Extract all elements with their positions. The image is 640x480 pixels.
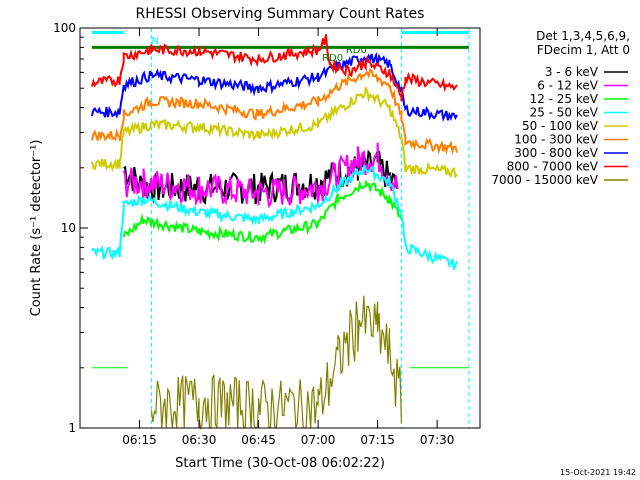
y-tick-label-0: 1 xyxy=(68,421,76,435)
series-line-2 xyxy=(122,142,399,209)
annotation-0: N xyxy=(151,36,158,47)
series-line-3 xyxy=(122,179,403,245)
series-line-5 xyxy=(90,87,458,179)
legend-label-4: 25 - 50 keV xyxy=(530,106,599,120)
x-tick-label-4: 07:15 xyxy=(360,433,395,447)
legend-label-9: 7000 - 15000 keV xyxy=(491,173,598,187)
legend-header-line-1: Det 1,3,4,5,6,9, xyxy=(536,29,630,43)
series-line-4 xyxy=(91,164,458,270)
y-tick-label-2: 100 xyxy=(53,21,76,35)
x-tick-label-2: 06:45 xyxy=(241,433,276,447)
series-line-8 xyxy=(90,34,458,102)
legend-label-6: 100 - 300 keV xyxy=(514,133,598,147)
annotation-2: RD0 xyxy=(322,53,343,64)
x-tick-label-1: 06:30 xyxy=(182,433,217,447)
chart-title: RHESSI Observing Summary Count Rates xyxy=(136,6,425,22)
legend-label-7: 300 - 800 keV xyxy=(514,146,598,160)
series-line-7 xyxy=(90,51,458,122)
y-tick-label-1: 10 xyxy=(61,221,76,235)
x-tick-label-5: 07:30 xyxy=(420,433,455,447)
x-axis-label: Start Time (30-Oct-08 06:02:22) xyxy=(175,456,385,471)
legend-header-line-2: FDecim 1, Att 0 xyxy=(537,43,630,57)
axis-ticks: 06:15 06:30 06:45 07:00 07:15 07:30 1 10 100 xyxy=(53,21,454,447)
series-line-6 xyxy=(90,67,458,156)
series-line-9 xyxy=(150,295,402,431)
legend-label-8: 800 - 7000 keV xyxy=(507,160,599,174)
legend-label-5: 50 - 100 keV xyxy=(522,119,599,133)
legend-label-2: 6 - 12 keV xyxy=(537,79,599,93)
legend: Det 1,3,4,5,6,9, FDecim 1, Att 0 3 - 6 k… xyxy=(491,29,630,187)
x-tick-label-3: 07:00 xyxy=(301,433,336,447)
y-axis-label: Count Rate (s⁻¹ detector⁻¹) xyxy=(29,140,44,317)
legend-label-1: 3 - 6 keV xyxy=(545,65,599,79)
x-tick-label-0: 06:15 xyxy=(122,433,157,447)
annotation-1: RD0 xyxy=(346,45,367,56)
legend-label-3: 12 - 25 keV xyxy=(530,92,599,106)
generated-timestamp: 15-Oct-2021 19:42 xyxy=(560,468,636,477)
